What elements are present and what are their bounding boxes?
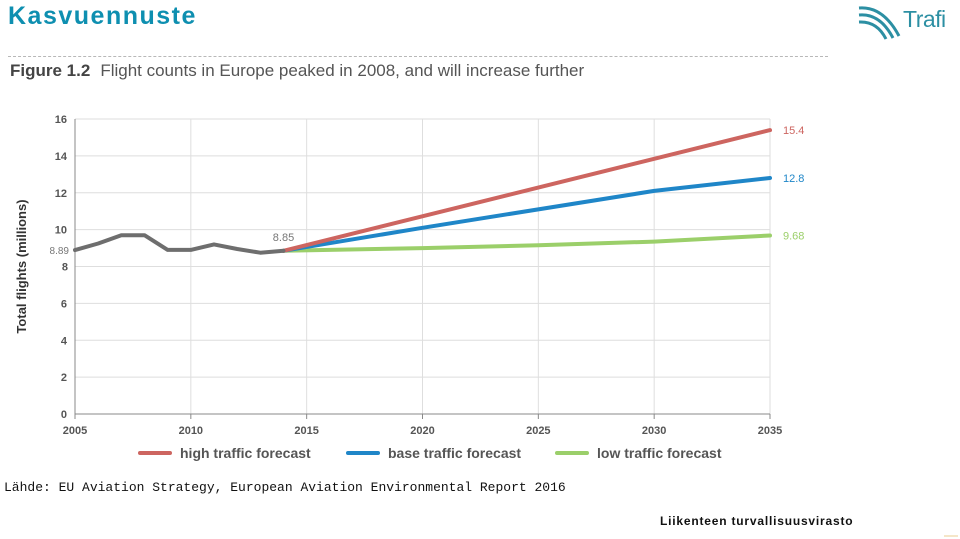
y-tick-label: 12 [55,188,67,200]
series-end-label-high: 15.4 [783,125,804,137]
x-tick-label: 2025 [526,425,550,437]
y-axis-title: Total flights (millions) [14,199,29,333]
figure-title: Figure 1.2 Flight counts in Europe peaked… [10,61,584,81]
x-tick-label: 2020 [410,425,434,437]
x-tick-label: 2010 [179,425,203,437]
corner-mark [944,535,958,537]
series-end-label-base: 12.8 [783,173,804,185]
y-tick-label: 4 [61,335,68,347]
trafi-logo-icon [858,6,901,40]
chart-grid [74,118,771,415]
legend-label: base traffic forecast [388,445,521,461]
chart-axes: 0 2 4 6 8 10 12 14 16 2005 2010 2015 2020 2025 2030 203… [14,114,782,437]
series-line-base [281,176,772,253]
historical-end-label: 8.85 [273,232,294,244]
flight-count-chart: 0 2 4 6 8 10 12 14 16 2005 2010 2015 2020 2025 2030 203… [14,114,805,461]
figure-label: Figure 1.2 [10,61,91,80]
x-tick-label: 2005 [63,425,87,437]
x-tick-label: 2015 [294,425,318,437]
legend-label: low traffic forecast [597,445,722,461]
y-tick-label: 6 [61,298,67,310]
series-line-high [281,128,772,253]
y-tick-label: 10 [55,225,67,237]
series-end-label-low: 9.68 [783,231,804,243]
y-tick-label: 8 [62,262,68,274]
x-tick-label: 2035 [758,425,782,437]
legend-label: high traffic forecast [180,445,311,461]
divider [8,56,828,57]
chart-legend: high traffic forecast base traffic foreca… [138,445,722,461]
chart-labels: 8.89 8.85 15.4 12.8 9.68 [50,125,805,257]
chart-lines [73,128,772,255]
logo-text: Trafi [903,6,946,32]
slide-title: Kasvuennuste [8,2,197,30]
y-tick-label: 2 [61,372,67,384]
footer-text: Liikenteen turvallisuusvirasto [660,514,854,528]
series-line-low [281,233,772,253]
source-text: Lähde: EU Aviation Strategy, European Av… [4,480,566,495]
figure-title-text: Flight counts in Europe peaked in 2008, … [100,61,585,80]
y-tick-label: 14 [55,151,68,163]
y-tick-label: 0 [61,409,67,421]
historical-line [73,233,286,255]
start-value-label: 8.89 [50,246,70,257]
x-tick-label: 2030 [642,425,666,437]
y-tick-label: 16 [55,114,67,126]
